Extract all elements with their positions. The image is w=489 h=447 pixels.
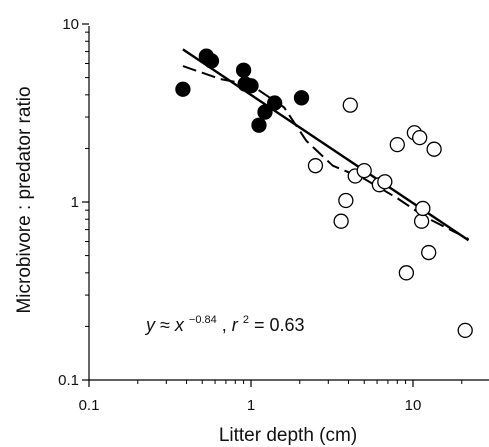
equation-x: x — [174, 315, 185, 335]
tick-labels: 0.1 1 10 0.1 1 10 — [58, 16, 421, 414]
dashed-fit-line — [182, 65, 469, 240]
ticks — [82, 23, 463, 387]
data-points — [175, 48, 473, 339]
open-data-point — [389, 136, 405, 153]
open-data-point — [457, 322, 473, 339]
equation-value: = 0.63 — [254, 315, 305, 335]
x-axis-title: Litter depth (cm) — [219, 425, 357, 446]
regression-equation: y ≈ x −0.84 , r 2 = 0.63 — [144, 307, 305, 335]
x-tick-label: 0.1 — [79, 397, 100, 414]
open-data-point — [412, 129, 428, 146]
filled-data-point — [267, 95, 283, 111]
y-axis-title: Microbivore : predator ratio — [14, 86, 35, 313]
filled-data-point — [257, 104, 273, 120]
open-data-point — [333, 213, 349, 229]
y-tick-label: 1 — [71, 194, 79, 211]
open-data-point — [415, 200, 431, 217]
open-data-point — [356, 163, 372, 179]
open-data-point — [307, 158, 324, 174]
x-tick-label: 10 — [405, 397, 422, 414]
x-tick-label: 1 — [247, 397, 255, 414]
y-tick-label: 0.1 — [58, 372, 79, 389]
filled-data-point — [203, 53, 220, 69]
filled-data-point — [251, 117, 267, 133]
equation-y: y — [144, 315, 156, 335]
filled-data-point — [235, 62, 252, 78]
equation-comma: , — [222, 315, 232, 335]
filled-data-point — [243, 78, 259, 94]
open-data-point — [421, 244, 437, 261]
open-data-point — [342, 97, 358, 113]
filled-data-point — [293, 90, 310, 106]
open-data-point — [398, 265, 415, 281]
axes — [88, 26, 489, 381]
open-data-point — [413, 213, 430, 229]
open-data-point — [426, 141, 442, 157]
open-data-point — [338, 192, 354, 209]
filled-data-point — [175, 81, 191, 97]
equation-approx: ≈ — [160, 315, 175, 335]
equation-r-exponent: 2 — [243, 314, 249, 326]
equation-exponent: −0.84 — [189, 314, 217, 326]
equation-r: r — [232, 315, 239, 335]
open-data-point — [377, 174, 393, 190]
y-tick-label: 10 — [62, 16, 79, 33]
